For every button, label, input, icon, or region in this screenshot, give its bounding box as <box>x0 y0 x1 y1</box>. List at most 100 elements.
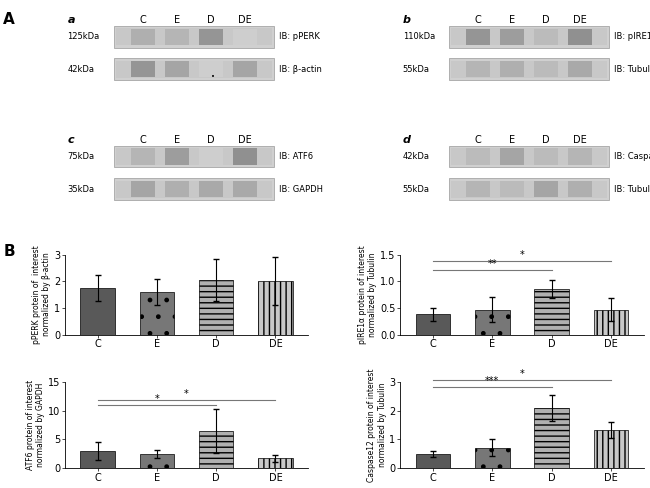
Bar <box>568 148 592 164</box>
Bar <box>449 179 610 201</box>
Bar <box>81 288 115 335</box>
Bar <box>452 61 607 78</box>
Text: IB: GAPDH: IB: GAPDH <box>279 185 323 194</box>
Bar <box>534 148 558 164</box>
Text: •: • <box>211 74 215 80</box>
Text: 55kDa: 55kDa <box>403 185 430 194</box>
Text: E: E <box>174 135 180 145</box>
Text: C: C <box>139 15 146 25</box>
Bar <box>114 59 274 81</box>
Bar <box>116 181 272 198</box>
Bar <box>131 61 155 78</box>
Bar <box>534 407 569 468</box>
Text: D: D <box>207 135 214 145</box>
Bar <box>114 145 274 167</box>
Text: IB: pIRE1α: IB: pIRE1α <box>614 32 650 41</box>
Bar <box>452 181 607 198</box>
Bar <box>164 61 189 78</box>
Text: C: C <box>475 135 482 145</box>
Bar <box>116 148 272 165</box>
Text: C: C <box>475 15 482 25</box>
Y-axis label: ATF6 protein of interest
normalized by GAPDH: ATF6 protein of interest normalized by G… <box>25 380 45 470</box>
Bar <box>449 145 610 167</box>
Bar <box>233 28 257 44</box>
Bar <box>233 148 257 164</box>
Text: *: * <box>155 394 159 404</box>
Text: DE: DE <box>238 135 252 145</box>
Bar <box>449 59 610 81</box>
Bar <box>500 148 525 164</box>
Bar <box>500 182 525 198</box>
Bar <box>568 61 592 78</box>
Bar <box>140 454 174 468</box>
Bar <box>416 314 450 335</box>
Bar <box>449 25 610 47</box>
Bar <box>534 61 558 78</box>
Bar <box>199 182 223 198</box>
Bar <box>140 292 174 335</box>
Bar <box>466 148 490 164</box>
Text: E: E <box>509 135 515 145</box>
Bar <box>534 182 558 198</box>
Bar <box>131 28 155 44</box>
Text: a: a <box>68 15 75 25</box>
Bar <box>452 148 607 165</box>
Y-axis label: pPERK protein of  interest
normalized by β-actin: pPERK protein of interest normalized by … <box>32 245 51 344</box>
Bar <box>466 28 490 44</box>
Bar <box>164 182 189 198</box>
Y-axis label: Caspase12 protein of interest
normalized by Tubulin: Caspase12 protein of interest normalized… <box>367 368 387 482</box>
Text: b: b <box>403 15 411 25</box>
Text: E: E <box>174 15 180 25</box>
Bar <box>233 61 257 78</box>
Text: B: B <box>3 244 15 259</box>
Bar <box>593 309 628 335</box>
Bar <box>475 447 510 468</box>
Bar <box>568 182 592 198</box>
Bar <box>131 148 155 164</box>
Text: IB: pPERK: IB: pPERK <box>279 32 320 41</box>
Bar <box>233 182 257 198</box>
Text: c: c <box>68 135 74 145</box>
Bar <box>416 454 450 468</box>
Text: d: d <box>403 135 411 145</box>
Bar <box>475 309 510 335</box>
Text: 75kDa: 75kDa <box>68 152 94 161</box>
Text: DE: DE <box>573 15 587 25</box>
Text: IB: Tubulin: IB: Tubulin <box>614 185 650 194</box>
Bar <box>258 458 292 468</box>
Text: D: D <box>543 15 550 25</box>
Text: 42kDa: 42kDa <box>403 152 430 161</box>
Text: A: A <box>3 12 15 27</box>
Bar <box>534 289 569 335</box>
Bar <box>199 280 233 335</box>
Y-axis label: pIRE1α protein of interest
normalized by Tubulin: pIRE1α protein of interest normalized by… <box>358 245 378 344</box>
Bar <box>199 61 223 78</box>
Bar <box>114 179 274 201</box>
Bar <box>116 28 272 45</box>
Text: C: C <box>139 135 146 145</box>
Text: D: D <box>207 15 214 25</box>
Text: 35kDa: 35kDa <box>68 185 94 194</box>
Bar <box>114 25 274 47</box>
Text: ***: *** <box>485 376 499 386</box>
Text: **: ** <box>488 259 497 269</box>
Bar <box>593 430 628 468</box>
Bar <box>199 431 233 468</box>
Bar <box>500 61 525 78</box>
Bar <box>81 451 115 468</box>
Text: DE: DE <box>573 135 587 145</box>
Text: *: * <box>184 389 189 399</box>
Text: 110kDa: 110kDa <box>403 32 435 41</box>
Bar <box>258 281 292 335</box>
Bar <box>466 182 490 198</box>
Bar <box>500 28 525 44</box>
Bar <box>534 28 558 44</box>
Bar <box>131 182 155 198</box>
Bar <box>199 28 223 44</box>
Text: 42kDa: 42kDa <box>68 65 94 74</box>
Text: *: * <box>519 369 525 379</box>
Text: DE: DE <box>238 15 252 25</box>
Text: IB: β-actin: IB: β-actin <box>279 65 322 74</box>
Bar <box>452 28 607 45</box>
Text: IB: Tubulin: IB: Tubulin <box>614 65 650 74</box>
